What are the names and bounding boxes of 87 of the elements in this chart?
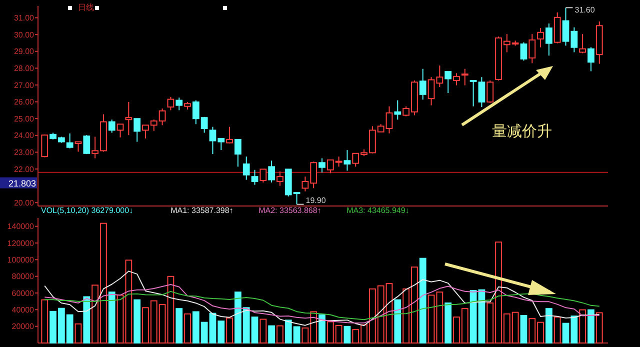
y-tick-label: 29.00 xyxy=(14,47,35,56)
bar xyxy=(444,302,452,344)
candlestick xyxy=(588,46,594,72)
candlestick xyxy=(108,119,116,134)
candlestick xyxy=(520,42,528,62)
y-tick-label: 60000 xyxy=(12,288,35,298)
y-tick-label: 24.00 xyxy=(14,131,35,140)
bar xyxy=(470,290,477,344)
bar xyxy=(134,299,141,344)
text: VOL(5,10,20) 36279.000↓ xyxy=(41,206,134,215)
line-series xyxy=(44,270,600,326)
ref-line-label: 21.803 xyxy=(8,178,36,188)
bar xyxy=(546,308,552,344)
candlestick xyxy=(41,134,48,158)
bar xyxy=(394,299,402,344)
candlestick xyxy=(419,68,426,100)
candlestick xyxy=(453,72,460,86)
bar xyxy=(596,312,603,344)
candlestick xyxy=(537,28,544,48)
y-tick-label: 120000 xyxy=(7,238,35,248)
candlestick xyxy=(74,141,82,152)
bar xyxy=(108,292,116,344)
candlestick xyxy=(394,100,402,120)
y-tick-label: 23.00 xyxy=(14,148,35,158)
bar xyxy=(579,309,586,344)
bar xyxy=(554,316,561,344)
candlestick xyxy=(242,156,250,180)
bar xyxy=(520,315,528,344)
y-tick-label: 80000 xyxy=(12,272,35,282)
candlestick xyxy=(167,96,174,111)
bar xyxy=(588,309,594,344)
y-tick-label: 30.00 xyxy=(14,30,35,40)
bar xyxy=(184,313,191,344)
text: MA2: 33563.868↑ xyxy=(258,206,322,215)
candlestick xyxy=(116,124,124,138)
bar xyxy=(276,325,284,344)
chart-title: 日线 xyxy=(78,3,94,12)
bar xyxy=(268,325,276,344)
candlestick xyxy=(66,132,74,149)
candlestick xyxy=(226,126,233,144)
y-tick-label: 22.00 xyxy=(14,164,35,174)
candlestick xyxy=(83,134,90,155)
annotation: 19.90 xyxy=(306,196,326,206)
y-tick-label: 100000 xyxy=(7,255,35,264)
bar xyxy=(74,323,82,344)
candlestick xyxy=(470,80,477,107)
candlestick xyxy=(251,169,258,186)
bar xyxy=(167,276,174,344)
candlestick xyxy=(125,101,132,136)
candlestick xyxy=(461,68,468,86)
candlestick xyxy=(260,168,267,183)
bar xyxy=(260,318,267,344)
candlestick xyxy=(268,160,276,183)
y-tick-label: 31.00 xyxy=(14,14,35,23)
bar xyxy=(176,308,183,344)
bar xyxy=(318,314,326,344)
text: MA3: 43465.949↓ xyxy=(346,206,410,215)
y-tick-label: 140000 xyxy=(7,222,35,232)
y-tick-label: 20.00 xyxy=(14,198,35,208)
candlestick xyxy=(276,171,284,186)
line-series xyxy=(44,284,600,324)
candlestick xyxy=(478,76,486,108)
bar xyxy=(83,296,90,344)
y-tick-label: 20000 xyxy=(12,322,35,332)
candlestick xyxy=(486,80,494,104)
candlestick xyxy=(134,118,141,142)
line-series xyxy=(44,290,600,320)
bar xyxy=(41,299,48,344)
annotation: 量减价升 xyxy=(492,123,552,140)
candlestick xyxy=(344,150,351,172)
candlestick xyxy=(318,158,326,174)
candlestick xyxy=(176,97,183,111)
annotation: 31.60 xyxy=(574,5,596,14)
y-tick-label: 28.00 xyxy=(14,64,35,73)
candlestick xyxy=(579,34,586,54)
text: MA1: 33587.398↑ xyxy=(170,206,234,215)
y-tick-label: 40000 xyxy=(12,305,35,314)
bar xyxy=(344,326,351,344)
y-tick-label: 25.00 xyxy=(14,114,35,124)
candlestick xyxy=(444,71,452,94)
y-tick-label: 27.00 xyxy=(14,80,35,90)
y-tick-label: 26.00 xyxy=(14,98,35,107)
candlestick xyxy=(234,138,242,168)
candlestick xyxy=(528,34,536,64)
bar xyxy=(419,258,426,344)
bar xyxy=(226,318,233,344)
candlestick xyxy=(546,22,552,56)
